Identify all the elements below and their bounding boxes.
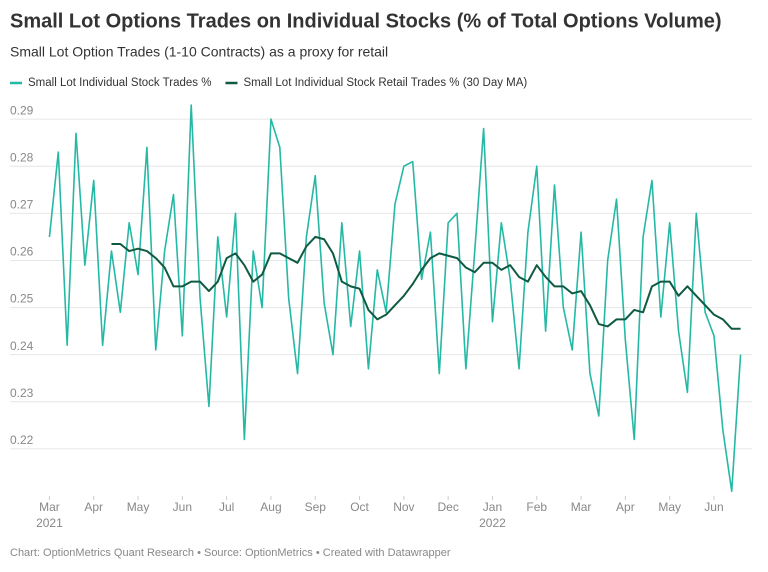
- x-tick-label: Jan: [483, 500, 502, 514]
- legend-label: Small Lot Individual Stock Retail Trades…: [243, 77, 527, 89]
- y-tick-label: 0.27: [10, 198, 34, 212]
- y-tick-label: 0.26: [10, 245, 34, 259]
- x-tick-label: Jun: [173, 500, 192, 514]
- chart-title: Small Lot Options Trades on Individual S…: [10, 10, 722, 32]
- x-tick-label: Apr: [616, 500, 635, 514]
- x-tick-label: Dec: [437, 500, 458, 514]
- chart-subtitle: Small Lot Option Trades (1-10 Contracts)…: [10, 44, 388, 60]
- y-tick-label: 0.29: [10, 103, 34, 117]
- y-tick-label: 0.22: [10, 433, 34, 447]
- x-tick-label: Nov: [393, 500, 414, 514]
- x-tick-label: May: [658, 500, 681, 514]
- y-tick-label: 0.23: [10, 386, 34, 400]
- y-tick-label: 0.28: [10, 150, 34, 164]
- x-tick-label: Jul: [219, 500, 234, 514]
- x-tick-label: Feb: [526, 500, 547, 514]
- chart-footer: Chart: OptionMetrics Quant Research • So…: [10, 547, 451, 559]
- x-year-label: 2021: [36, 516, 63, 530]
- x-tick-label: Aug: [260, 500, 281, 514]
- x-year-label: 2022: [479, 516, 506, 530]
- y-tick-label: 0.24: [10, 339, 34, 353]
- x-tick-label: Oct: [350, 500, 369, 514]
- x-tick-label: Jun: [704, 500, 723, 514]
- x-tick-label: Mar: [39, 500, 60, 514]
- series-line: [48, 104, 742, 493]
- x-tick-label: May: [127, 500, 150, 514]
- x-tick-label: Sep: [305, 500, 327, 514]
- series-line: [111, 235, 741, 330]
- y-tick-label: 0.25: [10, 292, 34, 306]
- x-tick-label: Mar: [571, 500, 592, 514]
- legend-label: Small Lot Individual Stock Trades %: [28, 77, 211, 89]
- x-tick-label: Apr: [84, 500, 103, 514]
